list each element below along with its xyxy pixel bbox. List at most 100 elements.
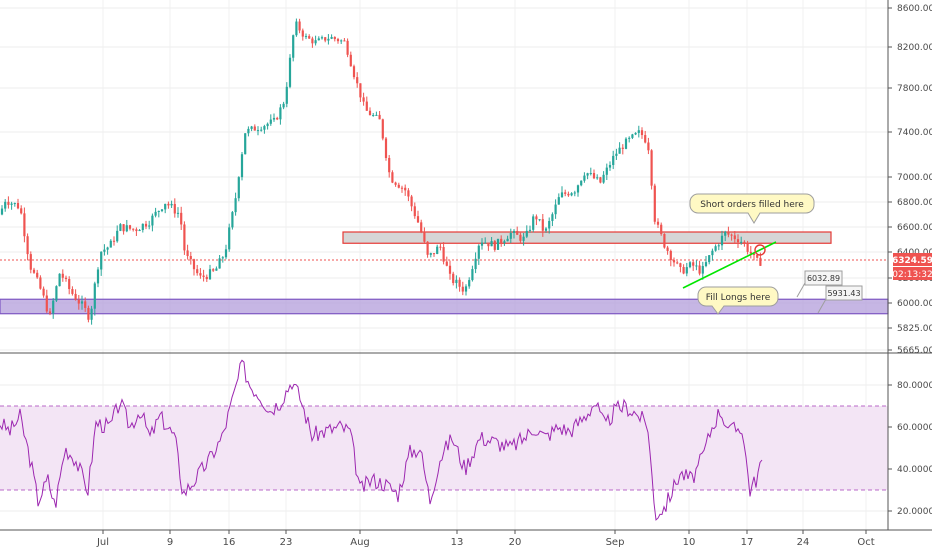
candle [708, 254, 711, 265]
candle [173, 198, 176, 218]
candle [717, 243, 720, 251]
candle [170, 200, 173, 208]
candle [413, 202, 416, 219]
candle [644, 130, 647, 144]
candle [500, 235, 503, 247]
candle [746, 240, 749, 255]
candle [13, 202, 16, 207]
time-tick-label: Jul [96, 537, 109, 548]
level-label-1[interactable]: 6032.89 [796, 270, 843, 298]
candle [330, 34, 333, 40]
current-price-label: 6324.59 [892, 256, 932, 266]
candle [23, 207, 26, 243]
rsi-tick-label: 80.0000 [897, 381, 932, 391]
time-tick-label: 9 [167, 537, 173, 548]
candle [647, 137, 650, 155]
candle [688, 261, 692, 269]
candle [48, 308, 52, 316]
rsi-pane[interactable] [0, 359, 888, 521]
candle [135, 227, 138, 236]
candle [586, 172, 589, 180]
candle [637, 125, 640, 138]
candle [71, 286, 74, 296]
candle [474, 252, 477, 274]
candle [464, 284, 468, 296]
candle [701, 261, 704, 280]
price-tick-label: 6800.00 [897, 198, 932, 208]
candle [45, 289, 48, 314]
callout-short-orders[interactable]: Short orders filled here [689, 193, 815, 224]
price-axis[interactable]: 5665.005825.006000.006200.006400.006600.… [888, 4, 932, 356]
candle [672, 257, 676, 267]
trendline[interactable] [682, 241, 777, 289]
candle [640, 127, 644, 139]
candle [468, 277, 471, 289]
rsi-tick-label: 40.0000 [897, 465, 932, 475]
candle [16, 198, 20, 210]
candle [423, 227, 426, 243]
candle [525, 225, 528, 239]
candle [493, 239, 496, 252]
candle [68, 276, 71, 295]
candle [448, 260, 452, 280]
candle [509, 228, 512, 244]
candle [557, 193, 560, 205]
candle [416, 210, 420, 224]
candle [247, 126, 250, 137]
callout-fill-longs[interactable]: Fill Longs here [697, 286, 779, 315]
candle [730, 233, 733, 241]
level-label-2[interactable]: 5931.43 [817, 285, 863, 314]
candle [532, 214, 535, 233]
candle [589, 167, 592, 176]
time-axis[interactable]: Jul 9 16 23 Aug 13 20 Sep 10 17 24 Oct [96, 530, 875, 548]
candle [253, 124, 256, 131]
candle [208, 264, 212, 281]
candle [679, 262, 682, 273]
candle [666, 245, 669, 255]
price-tick-label: 8200.00 [897, 43, 932, 53]
candle [743, 240, 746, 247]
candle [218, 255, 221, 269]
candle [445, 256, 448, 267]
time-tick-label: 20 [509, 537, 522, 548]
candle [615, 148, 618, 160]
candle [234, 192, 237, 216]
candle [269, 114, 272, 126]
candle [404, 184, 407, 196]
candle [186, 244, 189, 260]
price-tick-label: 7000.00 [897, 173, 932, 183]
candle [343, 38, 346, 42]
candle [541, 214, 544, 237]
candle [452, 271, 455, 286]
candle [567, 191, 570, 197]
candle [368, 107, 372, 116]
time-tick-label: 24 [797, 537, 810, 548]
rsi-axis[interactable]: 20.0000 40.0000 60.0000 80.0000 [888, 381, 932, 517]
candle [314, 35, 317, 46]
rsi-band [0, 406, 888, 490]
candle [618, 142, 621, 154]
candle [244, 133, 247, 155]
candle [180, 206, 183, 231]
callout-short-text: Short orders filled here [700, 200, 804, 210]
candle [231, 210, 234, 230]
candle [196, 264, 199, 276]
candle [106, 246, 109, 255]
candle [608, 161, 612, 171]
candle [112, 236, 116, 246]
candle [10, 201, 13, 210]
candle [612, 150, 615, 170]
candle [311, 36, 314, 48]
rsi-tick-label: 20.0000 [897, 507, 932, 517]
candles [0, 18, 762, 325]
candle [736, 234, 740, 248]
candle [714, 244, 717, 252]
candle [100, 251, 103, 276]
candle [154, 207, 157, 218]
candle [250, 125, 253, 132]
candle [346, 38, 349, 58]
price-circle-marker[interactable] [754, 244, 766, 256]
candle [733, 231, 736, 243]
candle [138, 228, 141, 232]
